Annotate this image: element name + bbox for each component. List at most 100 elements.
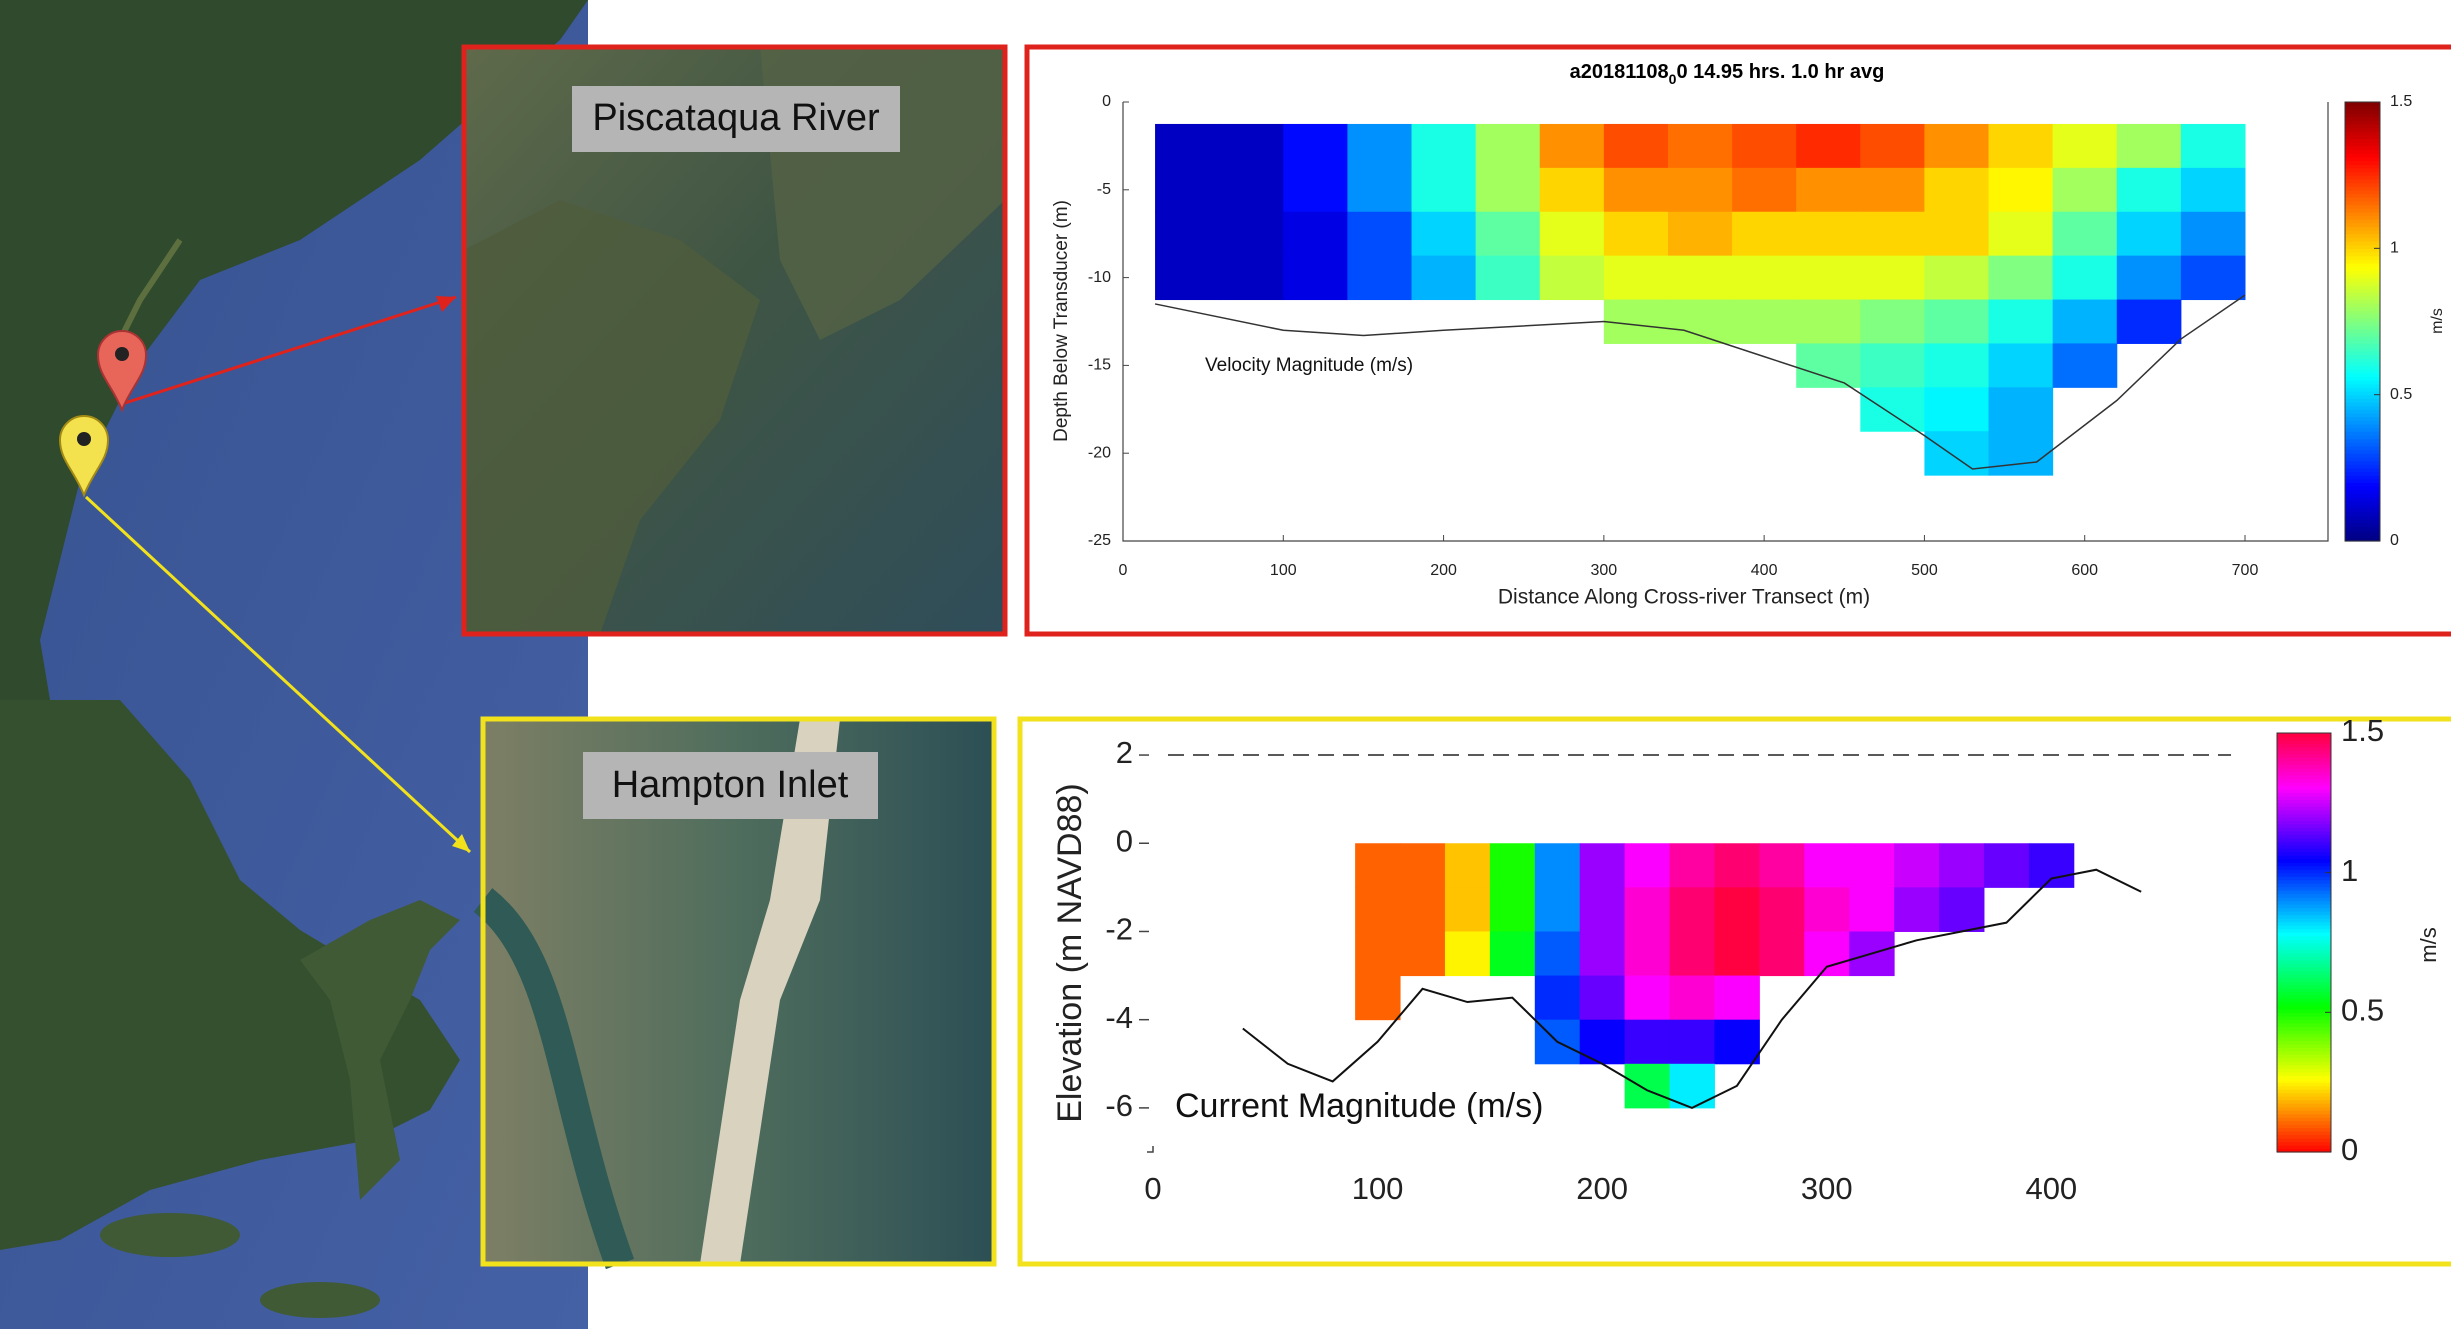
colorbar-swatch xyxy=(2277,1022,2331,1027)
colorbar-swatch xyxy=(2277,907,2331,912)
colorbar-swatch xyxy=(2277,893,2331,898)
colorbar-swatch xyxy=(2345,530,2380,535)
x-tick-label: 200 xyxy=(1430,562,1457,579)
colorbar-swatch xyxy=(2345,526,2380,531)
colorbar-swatch xyxy=(2345,123,2380,129)
colorbar-swatch xyxy=(2277,994,2331,999)
colorbar-swatch xyxy=(2345,475,2380,480)
heat-cell xyxy=(1924,211,1990,257)
y-tick-label: -2 xyxy=(1105,912,1133,947)
colorbar-swatch xyxy=(2345,423,2380,429)
heat-cell xyxy=(1539,255,1605,301)
heat-cell xyxy=(1988,431,2054,476)
colorbar-swatch xyxy=(2277,966,2331,972)
colorbar-swatch xyxy=(2277,987,2331,992)
colorbar-swatch xyxy=(2345,149,2380,154)
heat-cell xyxy=(1603,123,1669,169)
colorbar-swatch xyxy=(2277,883,2331,888)
colorbar-tick-label: 0.5 xyxy=(2341,993,2384,1028)
colorbar-swatch xyxy=(2277,827,2331,832)
colorbar-label: m/s xyxy=(2429,308,2446,334)
arrow xyxy=(84,495,472,854)
heat-cell xyxy=(1283,167,1348,213)
heat-cell xyxy=(1624,887,1671,932)
x-tick-label: 400 xyxy=(1751,562,1778,579)
colorbar-swatch xyxy=(2277,837,2331,842)
colorbar-swatch xyxy=(2345,109,2380,114)
heat-cell xyxy=(1219,123,1284,169)
colorbar-swatch xyxy=(2345,347,2380,352)
land-area xyxy=(464,200,760,634)
heat-cell xyxy=(1939,843,1985,888)
colorbar-swatch xyxy=(2345,314,2380,319)
y-tick-label: 0 xyxy=(1116,823,1133,858)
heat-cell xyxy=(1924,167,1990,213)
colorbar-swatch xyxy=(2277,851,2331,856)
colorbar-swatch xyxy=(2277,806,2331,811)
colorbar-swatch xyxy=(2345,127,2380,132)
heat-cell xyxy=(1732,167,1797,213)
heat-cell xyxy=(2180,255,2246,301)
colorbar-swatch xyxy=(2345,387,2380,392)
axis-corner xyxy=(1147,1146,1154,1153)
colorbar-swatch xyxy=(2277,1064,2331,1069)
colorbar-frame xyxy=(2344,101,2381,542)
colorbar-swatch xyxy=(2345,145,2380,151)
colorbar-swatch xyxy=(2277,904,2331,909)
arrow xyxy=(124,295,457,405)
colorbar-swatch xyxy=(2277,970,2331,975)
colorbar-swatch xyxy=(2277,928,2331,933)
heat-cell xyxy=(1860,167,1925,213)
colorbar-swatch xyxy=(2345,295,2380,301)
land xyxy=(0,0,588,720)
annotation: Velocity Magnitude (m/s) xyxy=(1205,355,1413,376)
colorbar-swatch xyxy=(2345,438,2380,443)
colorbar-tick-label: 1 xyxy=(2341,853,2358,888)
heat-cell xyxy=(1579,931,1626,977)
heat-cell xyxy=(1283,255,1348,301)
heat-cell xyxy=(1988,211,2054,257)
y-tick-label: -20 xyxy=(1088,444,1111,461)
colorbar-swatch xyxy=(2277,1110,2331,1115)
heat-cell xyxy=(1355,931,1401,977)
heat-cell xyxy=(1667,123,1733,169)
heat-cell xyxy=(1796,343,1861,388)
colorbar-swatch xyxy=(2277,932,2331,937)
heat-cell xyxy=(1860,123,1925,169)
heat-cell xyxy=(1669,975,1715,1021)
colorbar-tick-label: 0 xyxy=(2390,532,2399,549)
heat-cell xyxy=(1411,211,1477,257)
colorbar-swatch xyxy=(2345,226,2380,231)
colorbar-swatch xyxy=(2277,1131,2331,1136)
heat-cell xyxy=(1988,299,2054,344)
heat-cell xyxy=(1924,299,1990,344)
heat-cell xyxy=(1860,299,1925,344)
heat-cell xyxy=(1759,931,1805,977)
heat-cell xyxy=(1924,387,1990,432)
colorbar-swatch xyxy=(2277,1012,2331,1017)
colorbar-swatch xyxy=(2277,945,2331,951)
colorbar-swatch xyxy=(2345,277,2380,282)
colorbar-swatch xyxy=(2277,733,2331,738)
heat-cell xyxy=(1860,387,1925,432)
colorbar-swatch xyxy=(2345,394,2380,399)
colorbar-swatch xyxy=(2345,284,2380,290)
heat-cell xyxy=(1804,843,1850,888)
heat-cell xyxy=(1579,1019,1626,1065)
colorbar-swatch xyxy=(2277,739,2331,745)
heat-cell xyxy=(1669,843,1715,888)
colorbar-swatch xyxy=(2277,1124,2331,1129)
colorbar-swatch xyxy=(2345,281,2380,286)
inset-frame xyxy=(480,716,997,1267)
colorbar-swatch xyxy=(2345,537,2380,542)
heat-cell xyxy=(2052,255,2118,301)
colorbar-swatch xyxy=(2345,189,2380,195)
colorbar-swatch xyxy=(2277,991,2331,996)
heat-cell xyxy=(1534,843,1581,888)
heat-cell xyxy=(2052,299,2118,344)
colorbar-swatch xyxy=(2345,259,2380,264)
colorbar-swatch xyxy=(2277,886,2331,891)
colorbar-swatch xyxy=(2345,251,2380,257)
colorbar-swatch xyxy=(2277,1089,2331,1094)
colorbar-swatch xyxy=(2345,497,2380,502)
